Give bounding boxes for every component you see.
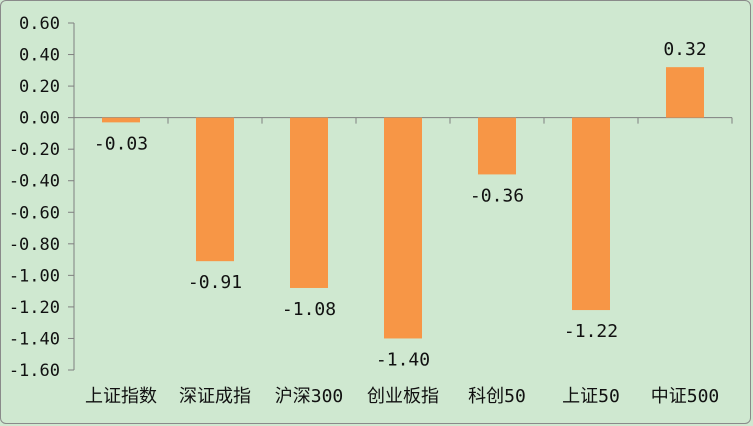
- y-tick-label: -1.60: [9, 361, 60, 381]
- category-label: 沪深300: [275, 386, 344, 407]
- data-label: -1.08: [282, 299, 336, 320]
- y-tick-label: -1.00: [9, 266, 60, 286]
- data-label: 0.32: [663, 39, 706, 60]
- bar: [666, 67, 704, 118]
- bar: [102, 117, 140, 123]
- y-tick-label: 0.60: [19, 14, 60, 34]
- category-label: 创业板指: [367, 386, 439, 407]
- y-tick-label: -0.40: [9, 172, 60, 192]
- bar: [290, 117, 328, 288]
- category-label: 深证成指: [179, 386, 251, 407]
- y-tick-label: -1.40: [9, 329, 60, 349]
- y-tick-label: -0.80: [9, 235, 60, 255]
- category-label: 科创50: [468, 386, 526, 407]
- bar: [478, 117, 516, 175]
- category-label: 上证指数: [85, 386, 157, 407]
- data-label: -1.40: [376, 349, 430, 370]
- y-tick-label: 0.40: [19, 46, 60, 66]
- y-tick-label: 0.00: [19, 109, 60, 129]
- data-label: -1.22: [564, 321, 618, 342]
- data-label: -0.36: [470, 185, 524, 206]
- category-label: 上证50: [562, 386, 620, 407]
- bar: [384, 117, 422, 339]
- y-tick-label: -0.60: [9, 203, 60, 223]
- data-label: -0.03: [94, 133, 148, 154]
- bar: [572, 117, 610, 311]
- data-label: -0.91: [188, 272, 242, 293]
- y-tick-label: 0.20: [19, 77, 60, 97]
- y-tick-label: -0.20: [9, 140, 60, 160]
- category-label: 中证500: [651, 386, 720, 407]
- y-tick-label: -1.20: [9, 298, 60, 318]
- bar: [196, 117, 234, 262]
